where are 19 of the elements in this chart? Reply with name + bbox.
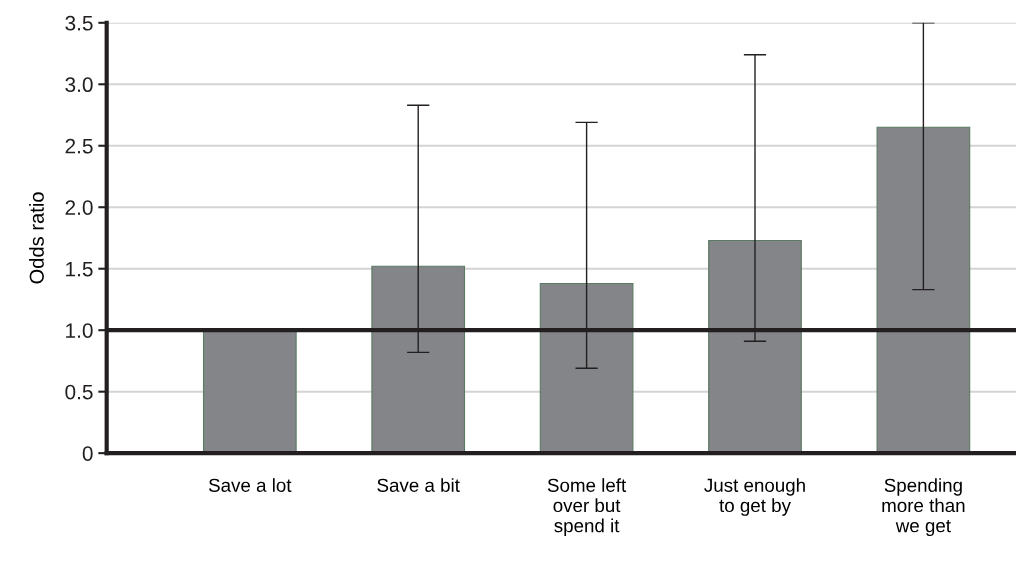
x-tick-label: Some left over but spend it — [547, 478, 627, 537]
y-tick-label: 1.5 — [66, 261, 93, 277]
bar — [371, 265, 466, 454]
bar — [876, 126, 971, 454]
y-tick-label: 2.5 — [65, 138, 93, 154]
y-tick-label: 2.0 — [65, 200, 93, 215]
y-tick-label: 3.5 — [65, 15, 93, 31]
y-tick-label: 0 — [82, 446, 93, 461]
y-tick-label: 1.0 — [66, 323, 93, 338]
x-tick-label: Spending more than we get — [882, 478, 965, 537]
bar — [539, 282, 634, 454]
y-axis-title: Odds ratio — [29, 192, 44, 284]
x-tick-label: Just enough to get by — [704, 478, 805, 516]
x-tick-label: Save a lot — [208, 478, 292, 492]
x-tick-label: Save a bit — [377, 478, 460, 492]
y-tick-label: 3.0 — [65, 77, 93, 93]
bar — [708, 239, 802, 454]
y-tick-label: 0.5 — [65, 384, 93, 400]
bar — [202, 329, 297, 454]
